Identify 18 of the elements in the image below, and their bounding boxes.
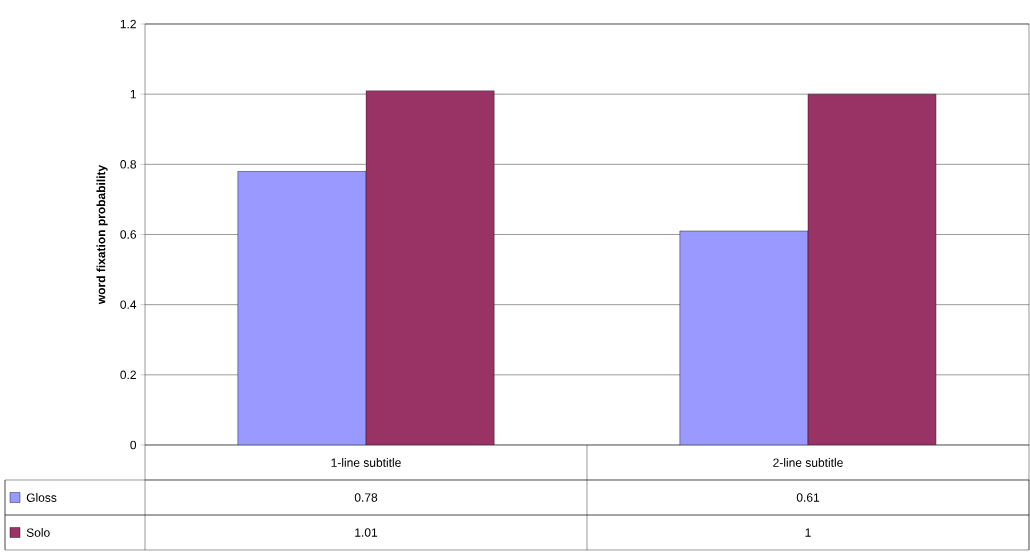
data-label: 0.61	[796, 493, 820, 502]
legend-label: Solo	[26, 528, 50, 537]
legend-label: Gloss	[26, 493, 57, 502]
data-label: 1.01	[355, 528, 378, 537]
data-label: 0.78	[354, 493, 378, 502]
data-label: 1	[805, 528, 811, 537]
y-tick-label: 1	[130, 90, 136, 99]
y-axis-title: word fixation probability	[96, 164, 108, 305]
y-tick-label: 0.4	[120, 300, 137, 309]
x-tick-label: 1-line subtitle	[331, 458, 401, 467]
y-tick-label: 0.8	[120, 160, 137, 169]
y-tick-label: 1.2	[120, 19, 136, 29]
y-tick-label: 0.6	[120, 230, 137, 239]
bar	[237, 171, 367, 445]
y-tick-label: 0.2	[120, 370, 136, 380]
x-tick-label: 2-line subtitle	[773, 458, 843, 467]
y-tick-label: 0	[130, 440, 137, 450]
bar	[679, 230, 809, 445]
